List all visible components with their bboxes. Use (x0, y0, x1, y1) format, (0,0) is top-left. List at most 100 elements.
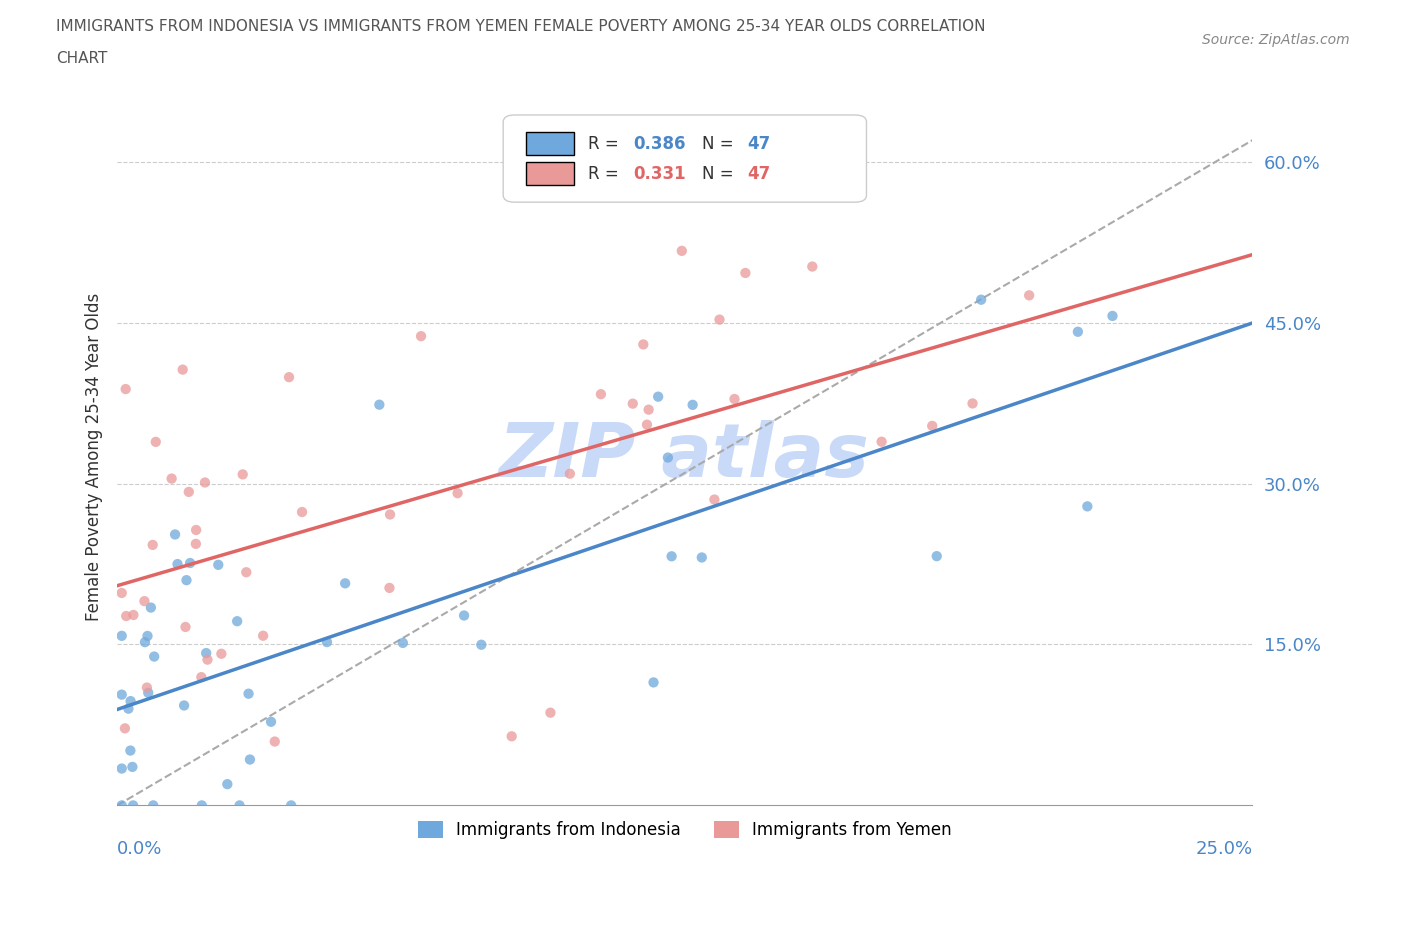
FancyBboxPatch shape (526, 132, 574, 154)
Point (111, 687, 134, 702)
Point (671, 244, 693, 259)
Point (173, 698, 195, 713)
Point (135, 680, 157, 695)
Point (280, 798, 302, 813)
Text: 25.0%: 25.0% (1195, 841, 1253, 858)
Point (657, 450, 679, 465)
Point (238, 686, 260, 701)
Text: R =: R = (588, 165, 624, 182)
Point (368, 397, 391, 412)
Point (143, 649, 166, 664)
Point (252, 629, 274, 644)
Point (925, 549, 948, 564)
Point (111, 586, 134, 601)
Y-axis label: Female Poverty Among 25-34 Year Olds: Female Poverty Among 25-34 Year Olds (86, 293, 103, 621)
Point (870, 434, 893, 449)
Point (190, 670, 212, 684)
Point (172, 362, 194, 377)
Point (470, 637, 492, 652)
Point (136, 629, 159, 644)
Text: IMMIGRANTS FROM INDONESIA VS IMMIGRANTS FROM YEMEN FEMALE POVERTY AMONG 25-34 YE: IMMIGRANTS FROM INDONESIA VS IMMIGRANTS … (56, 19, 986, 33)
Point (226, 614, 249, 629)
Point (120, 694, 142, 709)
FancyBboxPatch shape (526, 163, 574, 185)
Point (142, 798, 165, 813)
Point (139, 600, 162, 615)
Point (176, 573, 198, 588)
Point (1067, 325, 1090, 339)
Point (207, 557, 229, 572)
Point (134, 635, 156, 650)
Point (278, 370, 301, 385)
Point (558, 466, 581, 481)
Point (134, 593, 156, 608)
Point (114, 381, 136, 396)
Point (122, 798, 145, 813)
Point (723, 392, 745, 406)
Point (194, 475, 217, 490)
Text: ZIP atlas: ZIP atlas (499, 420, 870, 493)
Point (122, 607, 145, 622)
Point (1076, 498, 1098, 513)
Point (179, 555, 201, 570)
Point (145, 434, 167, 449)
Point (962, 396, 984, 411)
Point (378, 507, 401, 522)
Text: R =: R = (588, 135, 624, 153)
Point (115, 608, 138, 623)
Text: Source: ZipAtlas.com: Source: ZipAtlas.com (1202, 33, 1350, 46)
Point (643, 675, 665, 690)
Point (392, 635, 415, 650)
Point (801, 259, 824, 274)
Point (191, 798, 214, 813)
Point (1018, 288, 1040, 303)
Point (703, 492, 725, 507)
Point (378, 580, 401, 595)
Point (637, 402, 659, 417)
Point (111, 629, 134, 644)
Point (921, 418, 943, 433)
Point (228, 798, 250, 813)
Point (316, 634, 339, 649)
Point (166, 557, 188, 572)
Point (501, 729, 523, 744)
Point (235, 565, 257, 579)
Point (409, 328, 432, 343)
Point (217, 777, 239, 791)
Text: CHART: CHART (56, 51, 108, 66)
Point (682, 397, 704, 412)
Point (136, 685, 159, 700)
Point (453, 608, 475, 623)
Point (209, 646, 232, 661)
Point (111, 798, 134, 813)
Point (621, 396, 644, 411)
FancyBboxPatch shape (503, 115, 866, 202)
Point (263, 734, 285, 749)
Point (589, 387, 612, 402)
Point (111, 761, 134, 776)
Point (114, 721, 136, 736)
Legend: Immigrants from Indonesia, Immigrants from Yemen: Immigrants from Indonesia, Immigrants fr… (411, 815, 959, 846)
Point (184, 537, 207, 551)
Point (970, 292, 993, 307)
Point (647, 390, 669, 405)
Point (291, 505, 314, 520)
Point (333, 576, 356, 591)
Point (1101, 309, 1123, 324)
Point (160, 472, 183, 486)
Point (195, 645, 218, 660)
Point (239, 752, 262, 767)
Point (117, 701, 139, 716)
Point (260, 714, 283, 729)
Point (232, 467, 254, 482)
Text: 0.386: 0.386 (634, 135, 686, 153)
Text: 47: 47 (747, 165, 770, 182)
Text: N =: N = (702, 165, 738, 182)
Point (446, 485, 468, 500)
Point (734, 266, 756, 281)
Point (177, 485, 200, 499)
Point (165, 527, 187, 542)
Text: 47: 47 (747, 135, 770, 153)
Point (690, 550, 713, 565)
Point (661, 549, 683, 564)
